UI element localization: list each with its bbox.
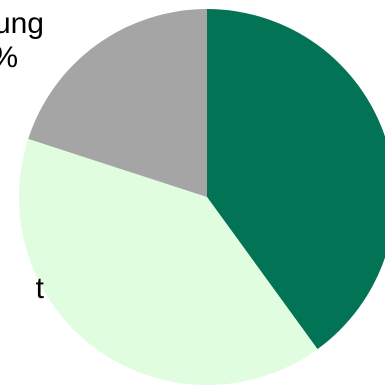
pie-slice-label-3: ung% <box>0 7 44 74</box>
pie-slices <box>18 9 385 386</box>
pie-slice-3 <box>28 9 208 197</box>
pie-slice-2 <box>18 138 318 386</box>
pie-slice-1 <box>207 9 385 350</box>
pie-slice-label-2: t <box>36 272 45 305</box>
pie-labels: t ung% <box>0 7 45 305</box>
